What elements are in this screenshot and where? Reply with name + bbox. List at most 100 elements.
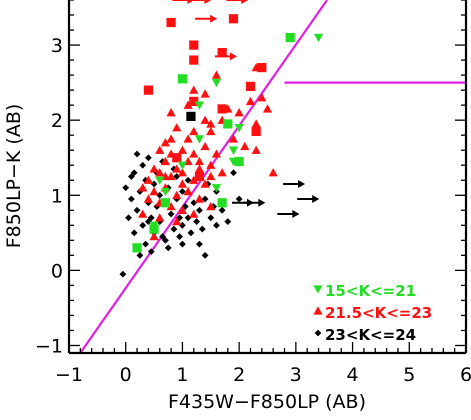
data-point — [214, 52, 237, 61]
data-point — [156, 191, 164, 199]
data-point — [194, 135, 205, 144]
data-point — [217, 47, 227, 58]
x-tick-label: 6 — [460, 364, 471, 386]
data-point — [160, 138, 171, 147]
data-point — [142, 240, 149, 248]
data-point — [206, 126, 216, 136]
data-point — [160, 187, 171, 197]
data-point — [277, 210, 300, 219]
selection-lines — [79, 0, 466, 353]
data-point — [145, 218, 152, 225]
legend-label-1: 21.5<K<=23 — [325, 304, 432, 322]
data-point — [155, 176, 165, 185]
data-point — [149, 164, 159, 173]
data-point — [230, 169, 237, 177]
data-point — [190, 199, 198, 207]
data-point — [145, 154, 152, 162]
y-tick-label: −1 — [35, 335, 63, 357]
data-point — [149, 186, 159, 196]
data-point — [139, 221, 147, 229]
data-point — [196, 240, 203, 248]
data-point — [313, 33, 324, 43]
y-axis-label: F850LP−K (AB) — [3, 104, 25, 249]
legend-label-0: 15<K<=21 — [325, 282, 416, 300]
data-point — [206, 171, 216, 181]
data-point — [195, 14, 218, 23]
data-point — [226, 0, 249, 4]
x-tick-label: 3 — [290, 364, 302, 386]
data-point — [206, 160, 216, 169]
data-point — [186, 111, 196, 122]
data-point — [234, 124, 244, 133]
data-point — [200, 141, 210, 151]
data-point — [251, 119, 261, 128]
data-point — [122, 184, 130, 192]
data-point — [285, 32, 295, 43]
data-point — [149, 231, 159, 241]
data-point — [228, 14, 239, 24]
data-point — [235, 195, 243, 203]
data-point — [187, 229, 195, 237]
data-point — [184, 176, 192, 184]
data-point — [257, 62, 267, 73]
data-point — [183, 134, 193, 143]
data-point — [139, 161, 147, 169]
data-point — [224, 218, 232, 225]
data-point — [228, 134, 239, 143]
data-point — [119, 270, 127, 278]
data-point — [155, 168, 165, 177]
data-point — [179, 221, 186, 229]
data-point — [177, 168, 188, 177]
data-point — [240, 141, 250, 151]
data-point — [143, 175, 153, 184]
data-point — [194, 101, 205, 110]
data-point — [159, 158, 166, 165]
legend-marker-2 — [314, 329, 322, 337]
data-point — [251, 126, 261, 137]
data-point — [217, 104, 227, 114]
data-points — [119, 0, 324, 278]
data-point — [143, 85, 153, 95]
data-point — [262, 104, 273, 113]
data-point — [198, 225, 206, 233]
legend-label-2: 23<K<=24 — [325, 326, 416, 344]
data-point — [228, 146, 239, 155]
x-axis-label: F435W−F850LP (AB) — [168, 391, 366, 413]
data-point — [172, 164, 182, 173]
data-point — [138, 183, 148, 192]
data-point — [189, 96, 199, 106]
data-point — [172, 190, 182, 199]
data-point — [159, 233, 166, 240]
data-point — [217, 168, 227, 177]
y-tick-label: 3 — [51, 35, 63, 57]
x-tick-label: −1 — [55, 364, 83, 386]
x-tick-label: 5 — [403, 364, 415, 386]
data-point — [172, 153, 182, 163]
data-point — [189, 175, 199, 184]
data-point — [167, 210, 175, 218]
data-point — [173, 173, 181, 180]
data-point — [125, 214, 132, 222]
data-point — [245, 96, 256, 106]
data-point — [136, 251, 144, 259]
legend-marker-1 — [313, 306, 323, 315]
data-point — [211, 149, 222, 158]
y-tick-label: 2 — [51, 110, 63, 132]
data-point — [189, 55, 199, 65]
data-point — [153, 203, 161, 210]
data-point — [223, 119, 233, 129]
data-point — [150, 180, 158, 188]
data-point — [166, 201, 176, 211]
data-point — [130, 169, 138, 177]
data-point — [194, 164, 205, 173]
data-point — [166, 108, 176, 117]
data-point — [194, 156, 205, 166]
data-point — [147, 248, 155, 256]
data-point — [189, 209, 199, 218]
tick-labels: −1 0 1 2 3 4 5 6 −1 0 1 2 3 — [35, 35, 471, 386]
data-point — [217, 198, 227, 208]
axes — [67, 0, 468, 355]
data-point — [176, 233, 183, 240]
